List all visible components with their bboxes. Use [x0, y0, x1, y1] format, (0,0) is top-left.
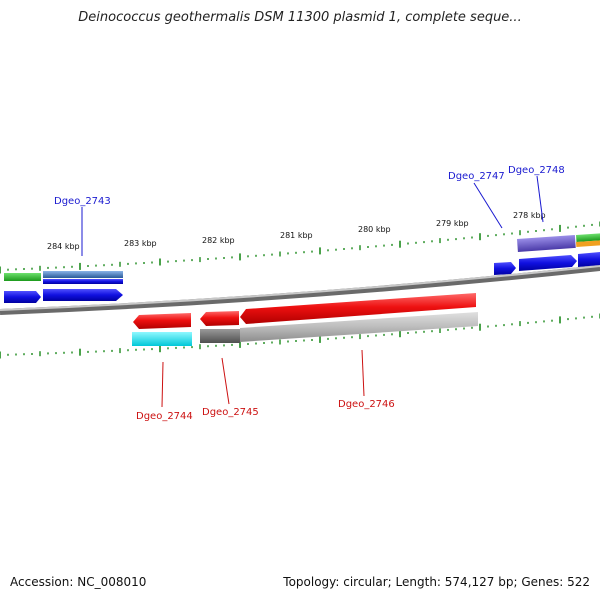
gene-feature-dgeo-2744[interactable] [133, 313, 191, 329]
outer-scale-ticks [0, 221, 600, 274]
gene-feature-dgeo-2745-red[interactable] [200, 311, 239, 326]
gene-feature-blue-left-a[interactable] [4, 291, 41, 303]
scale-label-279: 279 kbp [436, 219, 469, 228]
forward-genes [4, 233, 600, 303]
leader-dgeo-2745 [221, 357, 230, 405]
gene-label-dgeo-2748[interactable]: Dgeo_2748 [508, 165, 565, 176]
leader-dgeo-2746 [361, 349, 365, 397]
sequence-backbone-highlight [0, 265, 600, 311]
leader-dgeo-2744 [161, 361, 164, 408]
gene-feature-dgeo-2743[interactable] [43, 289, 123, 301]
scale-label-282: 282 kbp [202, 236, 235, 245]
gene-feature-blue-left-thin[interactable] [43, 279, 123, 284]
reverse-genes [132, 293, 478, 346]
scale-label-278: 278 kbp [513, 211, 546, 220]
gene-feature-steel-left[interactable] [43, 271, 123, 278]
gene-feature-cyan[interactable] [132, 332, 192, 346]
gene-label-dgeo-2744[interactable]: Dgeo_2744 [136, 411, 193, 422]
sequence-summary-text: Topology: circular; Length: 574,127 bp; … [283, 575, 590, 589]
gene-feature-green-right[interactable] [576, 233, 600, 242]
gene-feature-grey-long[interactable] [240, 312, 478, 342]
gene-label-dgeo-2745[interactable]: Dgeo_2745 [202, 407, 259, 418]
gene-feature-blue-right-a[interactable] [519, 255, 577, 271]
gene-feature-orange-right[interactable] [576, 240, 600, 247]
gene-label-dgeo-2747[interactable]: Dgeo_2747 [448, 171, 505, 182]
leader-dgeo-2748 [536, 175, 544, 223]
gene-label-dgeo-2743[interactable]: Dgeo_2743 [54, 196, 111, 207]
gene-label-dgeo-2746[interactable]: Dgeo_2746 [338, 399, 395, 410]
leader-dgeo-2747 [473, 182, 503, 229]
gene-feature-green-left[interactable] [4, 273, 41, 281]
scale-label-281: 281 kbp [280, 231, 313, 240]
gene-feature-dgeo-2746[interactable] [240, 293, 476, 324]
scale-label-280: 280 kbp [358, 225, 391, 234]
gene-feature-dgeo-2747[interactable] [517, 234, 576, 252]
gene-feature-darkgrey[interactable] [200, 329, 240, 343]
map-title: Deinococcus geothermalis DSM 11300 plasm… [78, 10, 522, 25]
gene-feature-blue-right-small[interactable] [494, 262, 516, 275]
scale-label-284: 284 kbp [47, 242, 80, 251]
gene-feature-dgeo-2748[interactable] [578, 252, 600, 267]
inner-scale-ticks [0, 313, 600, 359]
accession-text: Accession: NC_008010 [10, 575, 147, 589]
scale-label-283: 283 kbp [124, 239, 157, 248]
sequence-backbone [0, 265, 600, 315]
